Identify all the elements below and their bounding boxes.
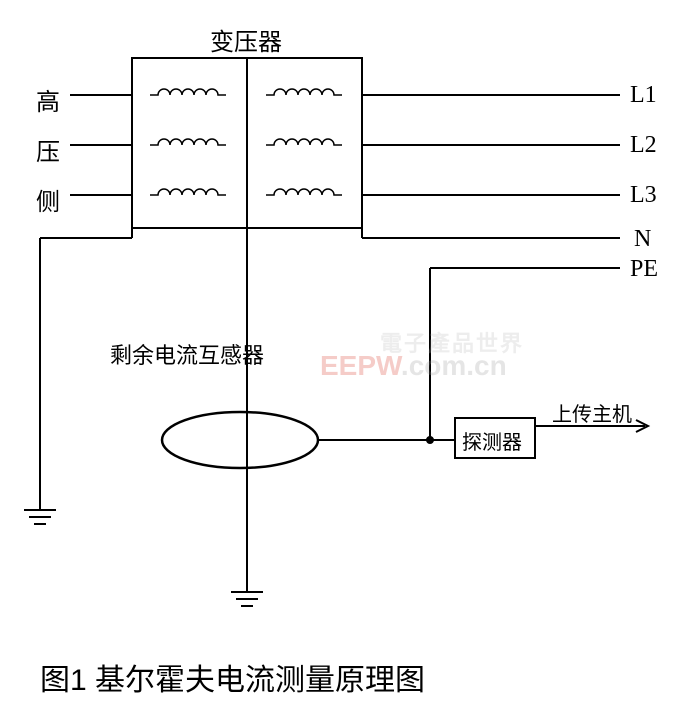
label-detector: 探测器 xyxy=(462,426,522,455)
label-hv-3: 侧 xyxy=(36,182,60,217)
circuit-diagram xyxy=(0,0,695,640)
residual-ct-ring xyxy=(162,412,318,468)
ground-left xyxy=(24,498,56,524)
label-N: N xyxy=(634,226,651,253)
ground-center xyxy=(231,580,263,606)
label-hv-1: 高 xyxy=(36,82,60,117)
label-upload-host: 上传主机 xyxy=(552,398,632,427)
label-transformer: 变压器 xyxy=(210,22,282,57)
label-residual-ct: 剩余电流互感器 xyxy=(110,338,264,370)
label-hv-2: 压 xyxy=(36,132,60,167)
label-PE: PE xyxy=(630,256,658,283)
label-L2: L2 xyxy=(630,132,657,159)
label-L3: L3 xyxy=(630,182,657,209)
label-L1: L1 xyxy=(630,82,657,109)
figure-caption: 图1 基尔霍夫电流测量原理图 xyxy=(40,655,425,699)
